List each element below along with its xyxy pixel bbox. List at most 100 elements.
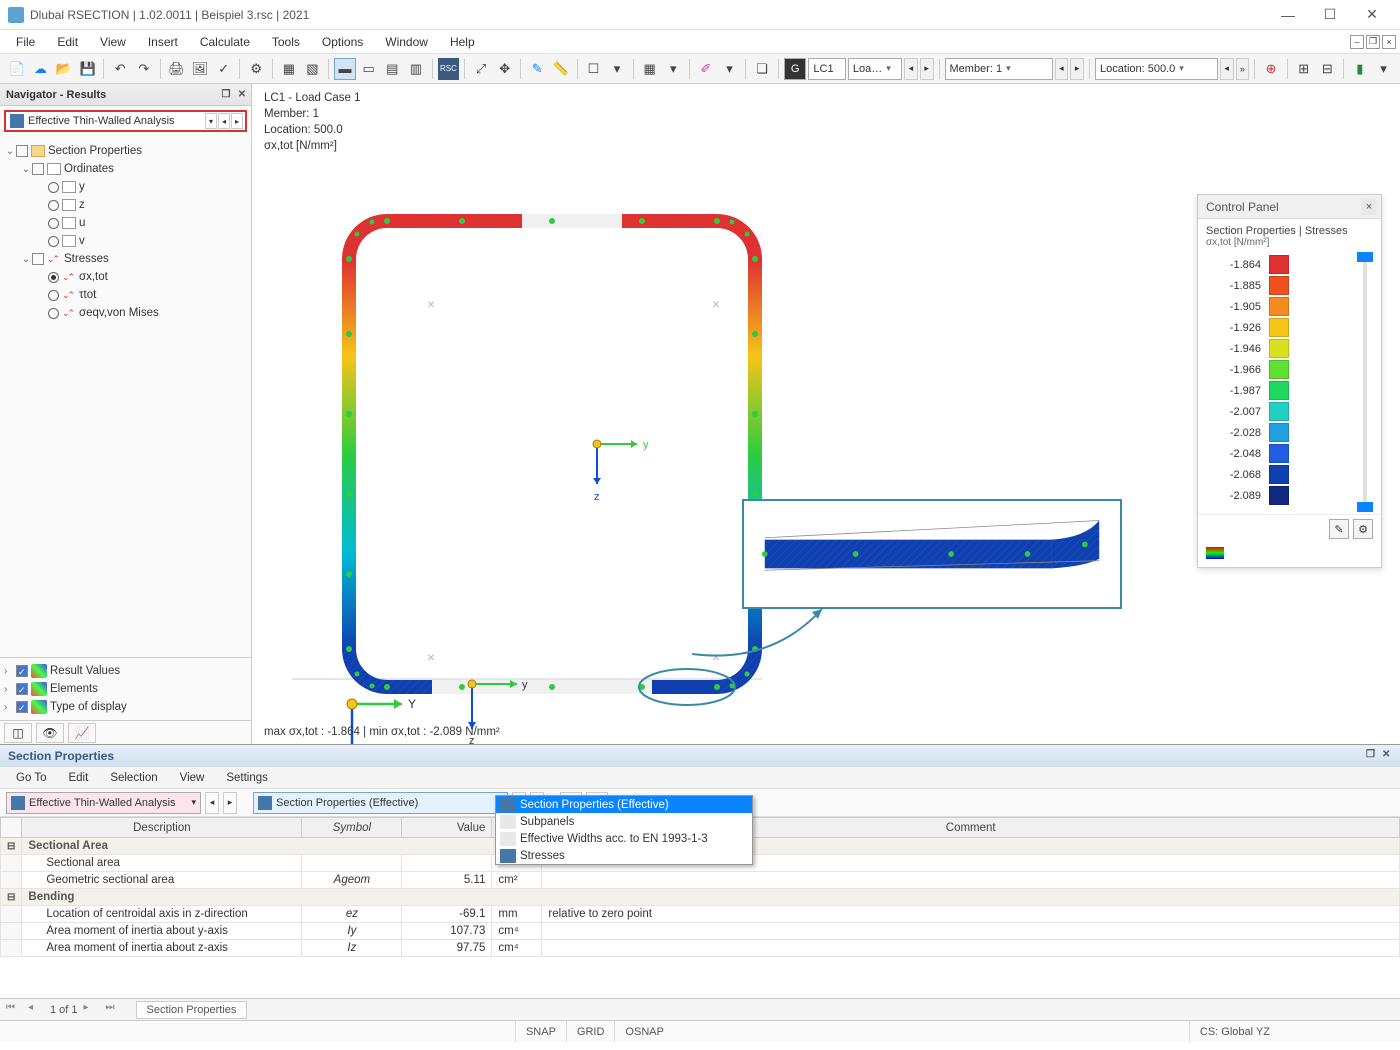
col-symbol[interactable]: Symbol (302, 818, 402, 838)
maximize-button[interactable]: ☐ (1310, 3, 1350, 27)
tree-sigma-eqv[interactable]: σeqv,von Mises (79, 307, 159, 319)
view-shade-icon[interactable]: ▤ (381, 58, 403, 80)
chevron-down-icon[interactable]: ▾ (205, 113, 217, 129)
lc-prev-button[interactable]: ◂ (904, 58, 918, 80)
dd-item-subpanels[interactable]: Subpanels (496, 813, 752, 830)
bp-menu-edit[interactable]: Edit (58, 770, 98, 786)
menu-window[interactable]: Window (375, 32, 438, 52)
panel-toggle-icon[interactable]: ▮ (1349, 58, 1371, 80)
graphics-viewport[interactable]: LC1 - Load Case 1 Member: 1 Location: 50… (252, 84, 1400, 744)
check-icon[interactable]: ✓ (213, 58, 235, 80)
mdi-close-icon[interactable]: × (1382, 35, 1396, 49)
prev-page-button[interactable]: ◂ (28, 1002, 44, 1018)
member-prev-button[interactable]: ◂ (1055, 58, 1069, 80)
grid-toggle-icon[interactable]: ▦ (639, 58, 661, 80)
tree-ord-v[interactable]: v (79, 235, 85, 247)
undo-icon[interactable]: ↶ (109, 58, 131, 80)
view-wire-icon[interactable]: ▭ (358, 58, 380, 80)
bp-active-tab[interactable]: Section Properties (136, 1001, 248, 1019)
tree-sigma-xtot[interactable]: σx,tot (79, 271, 108, 283)
lc-code[interactable]: LC1 (808, 58, 845, 80)
view-render-icon[interactable]: ▥ (405, 58, 427, 80)
rsc-icon[interactable]: RSC (438, 58, 460, 80)
member-combo[interactable]: Member: 1▾ (945, 58, 1053, 80)
legend-settings-icon[interactable]: ⚙ (1353, 519, 1373, 539)
menu-tools[interactable]: Tools (262, 32, 310, 52)
view-a-icon[interactable]: ▦ (278, 58, 300, 80)
redo-icon[interactable]: ↷ (133, 58, 155, 80)
lc-next-button[interactable]: ▸ (920, 58, 934, 80)
legend-slider-top[interactable] (1357, 252, 1373, 262)
bp-table-combo[interactable]: Section Properties (Effective) ▾ (253, 792, 508, 814)
member-next-button[interactable]: ▸ (1070, 58, 1084, 80)
last-page-button[interactable]: ⏭ (106, 1002, 122, 1018)
menu-view[interactable]: View (90, 32, 136, 52)
analysis-type-dropdown[interactable]: Effective Thin-Walled Analysis ▾ ◂ ▸ (4, 110, 247, 132)
control-panel-close-icon[interactable]: × (1361, 199, 1377, 215)
bp-menu-settings[interactable]: Settings (216, 770, 278, 786)
menu-options[interactable]: Options (312, 32, 373, 52)
preview-icon[interactable]: 🖼 (189, 58, 211, 80)
legend-slider-bottom[interactable] (1357, 502, 1373, 512)
location-combo[interactable]: Location: 500.0▾ (1095, 58, 1218, 80)
tree-section-properties[interactable]: Section Properties (48, 145, 142, 157)
view-b-icon[interactable]: ▧ (302, 58, 324, 80)
nav-tab-display-icon[interactable]: 👁 (36, 723, 64, 743)
menu-file[interactable]: File (6, 32, 45, 52)
tree-tau-tot[interactable]: τtot (79, 289, 96, 301)
table-row[interactable]: Location of centroidal axis in z-directi… (1, 906, 1400, 923)
nav-result-values[interactable]: Result Values (50, 665, 120, 677)
measure-icon[interactable]: 📏 (550, 58, 572, 80)
nav-elements[interactable]: Elements (50, 683, 98, 695)
bp-menu-selection[interactable]: Selection (100, 770, 167, 786)
tree-ordinates[interactable]: Ordinates (64, 163, 114, 175)
bp-float-icon[interactable]: ❐ (1366, 749, 1380, 763)
cloud-icon[interactable]: ☁ (30, 58, 52, 80)
col-value[interactable]: Value (402, 818, 492, 838)
more-a-icon[interactable]: ⊞ (1293, 58, 1315, 80)
table-row[interactable]: Area moment of inertia about y-axisIy107… (1, 923, 1400, 940)
lc-name[interactable]: Loa…▾ (848, 58, 902, 80)
next-analysis-button[interactable]: ▸ (231, 113, 243, 129)
dd-item-effwidths[interactable]: Effective Widths acc. to EN 1993-1-3 (496, 830, 752, 847)
loc-prev-button[interactable]: ◂ (1220, 58, 1234, 80)
menu-insert[interactable]: Insert (138, 32, 188, 52)
bp-menu-view[interactable]: View (170, 770, 215, 786)
brush-icon[interactable]: ✐ (695, 58, 717, 80)
tree-ord-z[interactable]: z (79, 199, 85, 211)
table-row[interactable]: Geometric sectional areaAgeom5.11cm² (1, 872, 1400, 889)
new-icon[interactable]: 📄 (6, 58, 28, 80)
nav-display-type[interactable]: Type of display (50, 701, 127, 713)
legend-edit-icon[interactable]: ✎ (1329, 519, 1349, 539)
status-snap[interactable]: SNAP (515, 1021, 566, 1042)
bp-analysis-prev[interactable]: ◂ (205, 792, 219, 814)
box-icon[interactable]: ☐ (583, 58, 605, 80)
panel-float-icon[interactable]: ❐ (219, 88, 233, 102)
dd-item-stresses[interactable]: Stresses (496, 847, 752, 864)
calc-icon[interactable]: ⚙ (245, 58, 267, 80)
col-description[interactable]: Description (22, 818, 302, 838)
panel-close-icon[interactable]: ✕ (235, 88, 249, 102)
dropdown-d-icon[interactable]: ▾ (1373, 58, 1395, 80)
prev-analysis-button[interactable]: ◂ (218, 113, 230, 129)
mdi-restore-icon[interactable]: ❐ (1366, 35, 1380, 49)
view-solid-icon[interactable]: ▬ (334, 58, 356, 80)
dropdown-a-icon[interactable]: ▾ (606, 58, 628, 80)
status-grid[interactable]: GRID (566, 1021, 615, 1042)
nav-tab-data-icon[interactable]: ◫ (4, 723, 32, 743)
close-button[interactable]: ✕ (1352, 3, 1392, 27)
pan-icon[interactable]: ✥ (494, 58, 516, 80)
first-page-button[interactable]: ⏮ (6, 1002, 22, 1018)
dd-item-effective[interactable]: Section Properties (Effective) (496, 796, 752, 813)
dropdown-b-icon[interactable]: ▾ (662, 58, 684, 80)
tree-ord-y[interactable]: y (79, 181, 85, 193)
mdi-minimize-icon[interactable]: – (1350, 35, 1364, 49)
open-icon[interactable]: 📂 (53, 58, 75, 80)
table-row[interactable]: Area moment of inertia about z-axisIz97.… (1, 940, 1400, 957)
next-page-button[interactable]: ▸ (84, 1002, 100, 1018)
menu-calculate[interactable]: Calculate (190, 32, 260, 52)
target-icon[interactable]: ⊕ (1260, 58, 1282, 80)
bp-analysis-combo[interactable]: Effective Thin-Walled Analysis ▾ (6, 792, 201, 814)
table-group-row[interactable]: ⊟Bending (1, 889, 1400, 906)
tree-stresses[interactable]: Stresses (64, 253, 109, 265)
